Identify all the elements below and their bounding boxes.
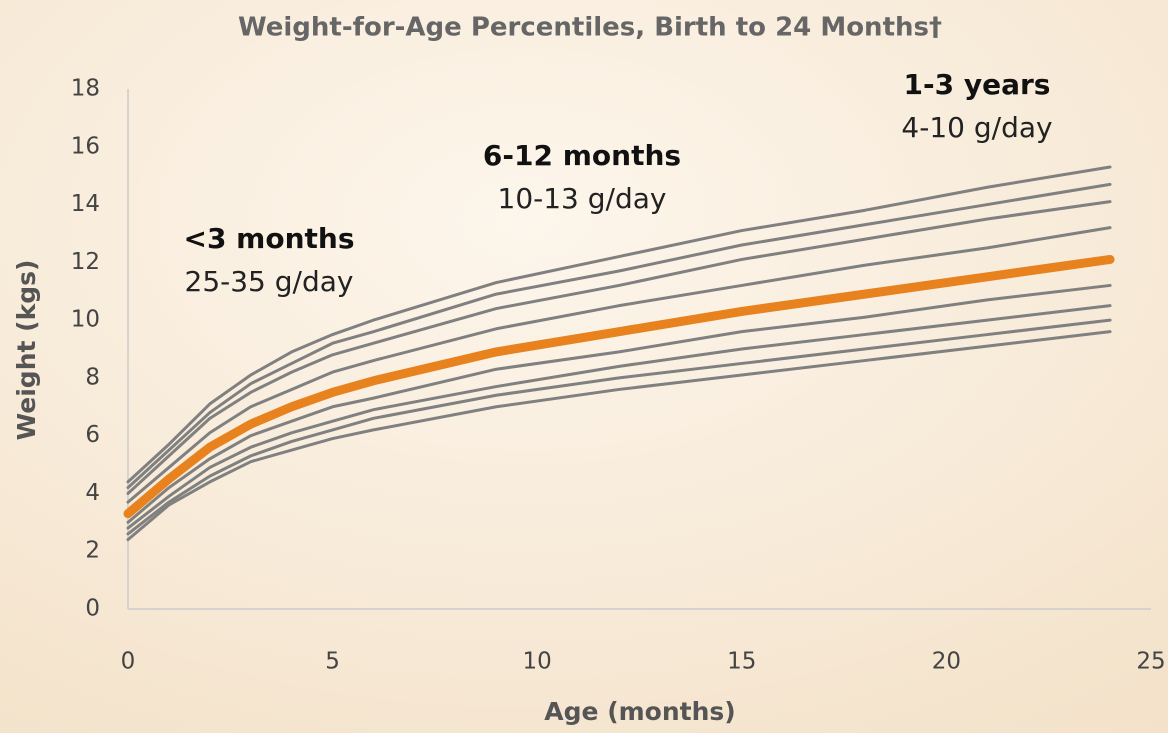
line-series: [126, 318, 1112, 536]
annotation-heading: 6-12 months: [483, 139, 681, 172]
annotation-text: 10-13 g/day: [498, 182, 667, 215]
x-tick-label: 0: [121, 649, 136, 675]
x-tick-label: 5: [325, 649, 340, 675]
x-tick-label: 20: [932, 649, 961, 675]
line-series: [126, 283, 1112, 524]
annotation-heading: <3 months: [183, 222, 354, 255]
y-axis-label: Weight (kgs): [12, 260, 41, 441]
annotation-text: 4-10 g/day: [901, 111, 1052, 144]
line-series: [126, 182, 1112, 490]
line-series: [123, 254, 1115, 519]
x-tick-label: 15: [727, 649, 756, 675]
y-tick-label: 0: [85, 596, 100, 622]
y-tick-label: 6: [85, 422, 100, 448]
line-series: [126, 200, 1112, 495]
x-tick-label: 25: [1136, 649, 1165, 675]
y-tick-label: 12: [71, 249, 100, 275]
line-series: [126, 165, 1112, 484]
y-tick-label: 2: [85, 538, 100, 564]
y-tick-label: 18: [71, 76, 100, 102]
y-tick-label: 16: [71, 133, 100, 159]
annotation-text: 25-35 g/day: [185, 265, 354, 298]
line-series: [126, 330, 1112, 542]
annotation-heading: 1-3 years: [904, 68, 1051, 101]
x-tick-label: 10: [523, 649, 552, 675]
y-tick-label: 10: [71, 307, 100, 333]
y-tick-label: 14: [71, 191, 100, 217]
line-series: [126, 226, 1112, 504]
chart-title: Weight-for-Age Percentiles, Birth to 24 …: [238, 13, 942, 43]
y-tick-label: 4: [85, 480, 100, 506]
line-series: [126, 304, 1112, 530]
x-axis-label: Age (months): [544, 697, 735, 726]
y-tick-label: 8: [85, 364, 100, 390]
